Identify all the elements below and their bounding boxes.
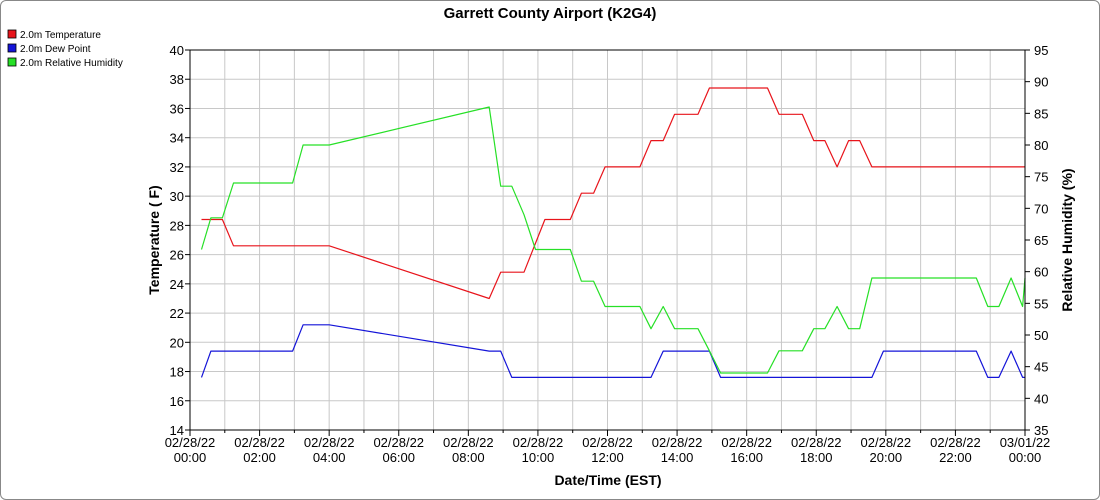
right-tick-label: 85 (1034, 106, 1048, 121)
x-tick-time: 06:00 (382, 450, 415, 465)
right-tick-label: 80 (1034, 138, 1048, 153)
x-tick-date: 02/28/22 (234, 435, 285, 450)
left-axis-title: Temperature ( F) (146, 185, 162, 294)
x-tick-date: 02/28/22 (721, 435, 772, 450)
x-tick-date: 02/28/22 (930, 435, 981, 450)
x-tick-date: 02/28/22 (791, 435, 842, 450)
right-axis-title: Relative Humidity (%) (1059, 168, 1075, 311)
left-tick-label: 36 (170, 101, 184, 116)
x-tick-time: 14:00 (661, 450, 694, 465)
legend-label: 2.0m Dew Point (20, 44, 91, 55)
left-tick-label: 18 (170, 365, 184, 380)
left-tick-label: 38 (170, 72, 184, 87)
x-tick-time: 12:00 (591, 450, 624, 465)
x-tick-time: 22:00 (939, 450, 972, 465)
right-tick-label: 45 (1034, 360, 1048, 375)
right-tick-label: 75 (1034, 170, 1048, 185)
x-tick-time: 16:00 (730, 450, 763, 465)
x-axis-title: Date/Time (EST) (554, 472, 661, 488)
x-tick-time: 08:00 (452, 450, 485, 465)
x-tick-time: 00:00 (174, 450, 207, 465)
legend-label: 2.0m Temperature (20, 30, 101, 41)
x-tick-date: 02/28/22 (165, 435, 216, 450)
right-tick-label: 50 (1034, 328, 1048, 343)
x-tick-date: 02/28/22 (582, 435, 633, 450)
left-tick-label: 16 (170, 394, 184, 409)
left-tick-label: 28 (170, 218, 184, 233)
right-tick-label: 65 (1034, 233, 1048, 248)
x-tick-time: 00:00 (1009, 450, 1042, 465)
legend: 2.0m Temperature 2.0m Dew Point 2.0m Relat… (7, 29, 123, 69)
x-tick-date: 02/28/22 (443, 435, 494, 450)
right-axis-ticks: 35 40 45 50 55 60 65 70 75 80 85 90 95 (1025, 43, 1048, 438)
series-line-0 (201, 87, 1025, 300)
x-tick-time: 02:00 (243, 450, 276, 465)
left-tick-label: 34 (170, 131, 184, 146)
right-tick-label: 55 (1034, 296, 1048, 311)
x-tick-date: 02/28/22 (373, 435, 424, 450)
x-tick-time: 20:00 (870, 450, 903, 465)
right-tick-label: 70 (1034, 201, 1048, 216)
left-tick-label: 20 (170, 335, 184, 350)
right-tick-label: 35 (1034, 423, 1048, 438)
legend-swatch (7, 29, 17, 39)
x-tick-time: 04:00 (313, 450, 346, 465)
left-axis-ticks: 14 16 18 20 22 24 26 28 30 32 34 36 38 40 (170, 43, 190, 438)
x-axis-ticks: 02/28/2200:0002/28/2202:0002/28/2204:000… (165, 430, 1051, 465)
chart-title: Garrett County Airport (K2G4) (444, 5, 657, 22)
series-group (200, 87, 1026, 378)
x-tick-time: 18:00 (800, 450, 833, 465)
right-tick-label: 60 (1034, 265, 1048, 280)
left-tick-label: 30 (170, 189, 184, 204)
left-tick-label: 22 (170, 306, 184, 321)
x-tick-date: 02/28/22 (513, 435, 564, 450)
series-line-1 (200, 324, 1025, 378)
left-tick-label: 40 (170, 43, 184, 58)
left-tick-label: 14 (170, 423, 184, 438)
legend-label: 2.0m Relative Humidity (20, 58, 123, 69)
x-tick-date: 03/01/22 (1000, 435, 1051, 450)
x-tick-time: 10:00 (522, 450, 555, 465)
x-tick-date: 02/28/22 (861, 435, 912, 450)
right-tick-label: 40 (1034, 391, 1048, 406)
right-tick-label: 95 (1034, 43, 1048, 58)
legend-swatch (7, 57, 17, 67)
left-tick-label: 32 (170, 160, 184, 175)
left-tick-label: 26 (170, 248, 184, 263)
x-tick-date: 02/28/22 (304, 435, 355, 450)
right-tick-label: 90 (1034, 75, 1048, 90)
x-tick-date: 02/28/22 (652, 435, 703, 450)
series-line-2 (200, 106, 1026, 374)
legend-swatch (7, 43, 17, 53)
left-tick-label: 24 (170, 277, 184, 292)
